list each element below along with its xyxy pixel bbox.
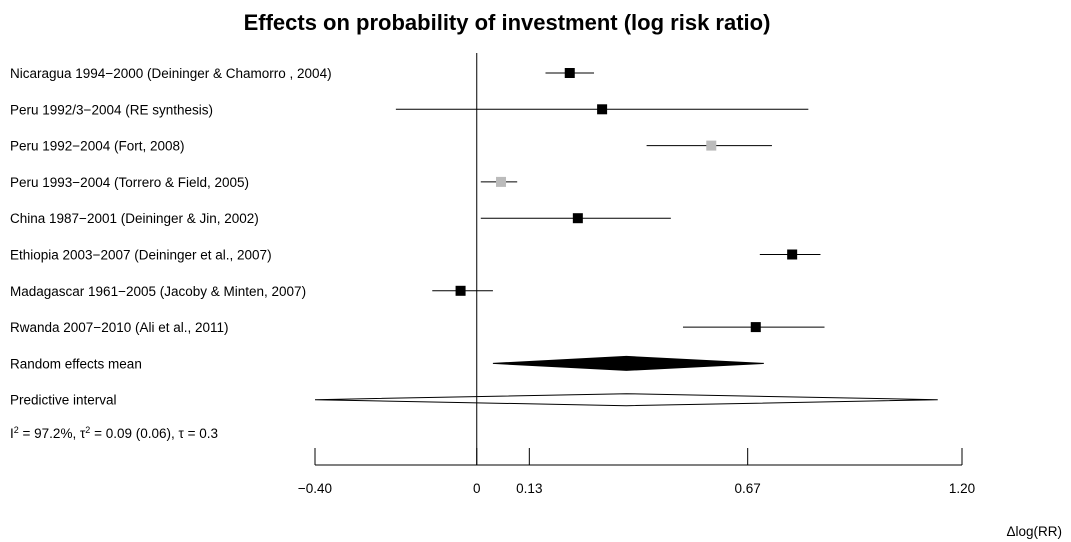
chart-title: Effects on probability of investment (lo…: [244, 10, 771, 35]
point-estimate: [597, 104, 608, 115]
predictive-interval-label: Predictive interval: [10, 393, 117, 408]
study-label: Nicaragua 1994−2000 (Deininger & Chamorr…: [10, 66, 332, 81]
x-tick-label: 0.67: [735, 481, 761, 496]
study-label: Peru 1992−2004 (Fort, 2008): [10, 139, 185, 154]
x-tick-label: 1.20: [949, 481, 975, 496]
study-label: Peru 1993−2004 (Torrero & Field, 2005): [10, 175, 249, 190]
point-estimate: [496, 176, 507, 187]
summary-label: Random effects mean: [10, 356, 142, 371]
x-tick-label: 0: [473, 481, 481, 496]
study-label: Rwanda 2007−2010 (Ali et al., 2011): [10, 320, 229, 335]
study-label: Peru 1992/3−2004 (RE synthesis): [10, 102, 213, 117]
x-tick-label: −0.40: [298, 481, 332, 496]
point-estimate: [750, 322, 761, 333]
heterogeneity-stats: I2 = 97.2%, τ2 = 0.09 (0.06), τ = 0.3: [10, 425, 218, 441]
study-rows: Nicaragua 1994−2000 (Deininger & Chamorr…: [10, 66, 938, 408]
point-estimate: [706, 140, 717, 151]
point-estimate: [787, 249, 798, 260]
point-estimate: [572, 213, 583, 224]
study-label: Madagascar 1961−2005 (Jacoby & Minten, 2…: [10, 284, 306, 299]
study-label: China 1987−2001 (Deininger & Jin, 2002): [10, 211, 259, 226]
study-label: Ethiopia 2003−2007 (Deininger et al., 20…: [10, 248, 272, 263]
x-tick-label: 0.13: [516, 481, 542, 496]
point-estimate: [564, 68, 575, 78]
predictive-interval-diamond: [314, 393, 938, 407]
x-axis: −0.40 0 0.13 0.67 1.20: [298, 448, 975, 496]
point-estimate: [455, 285, 466, 296]
x-axis-label: Δlog(RR): [1006, 524, 1062, 539]
summary-diamond: [492, 355, 764, 371]
